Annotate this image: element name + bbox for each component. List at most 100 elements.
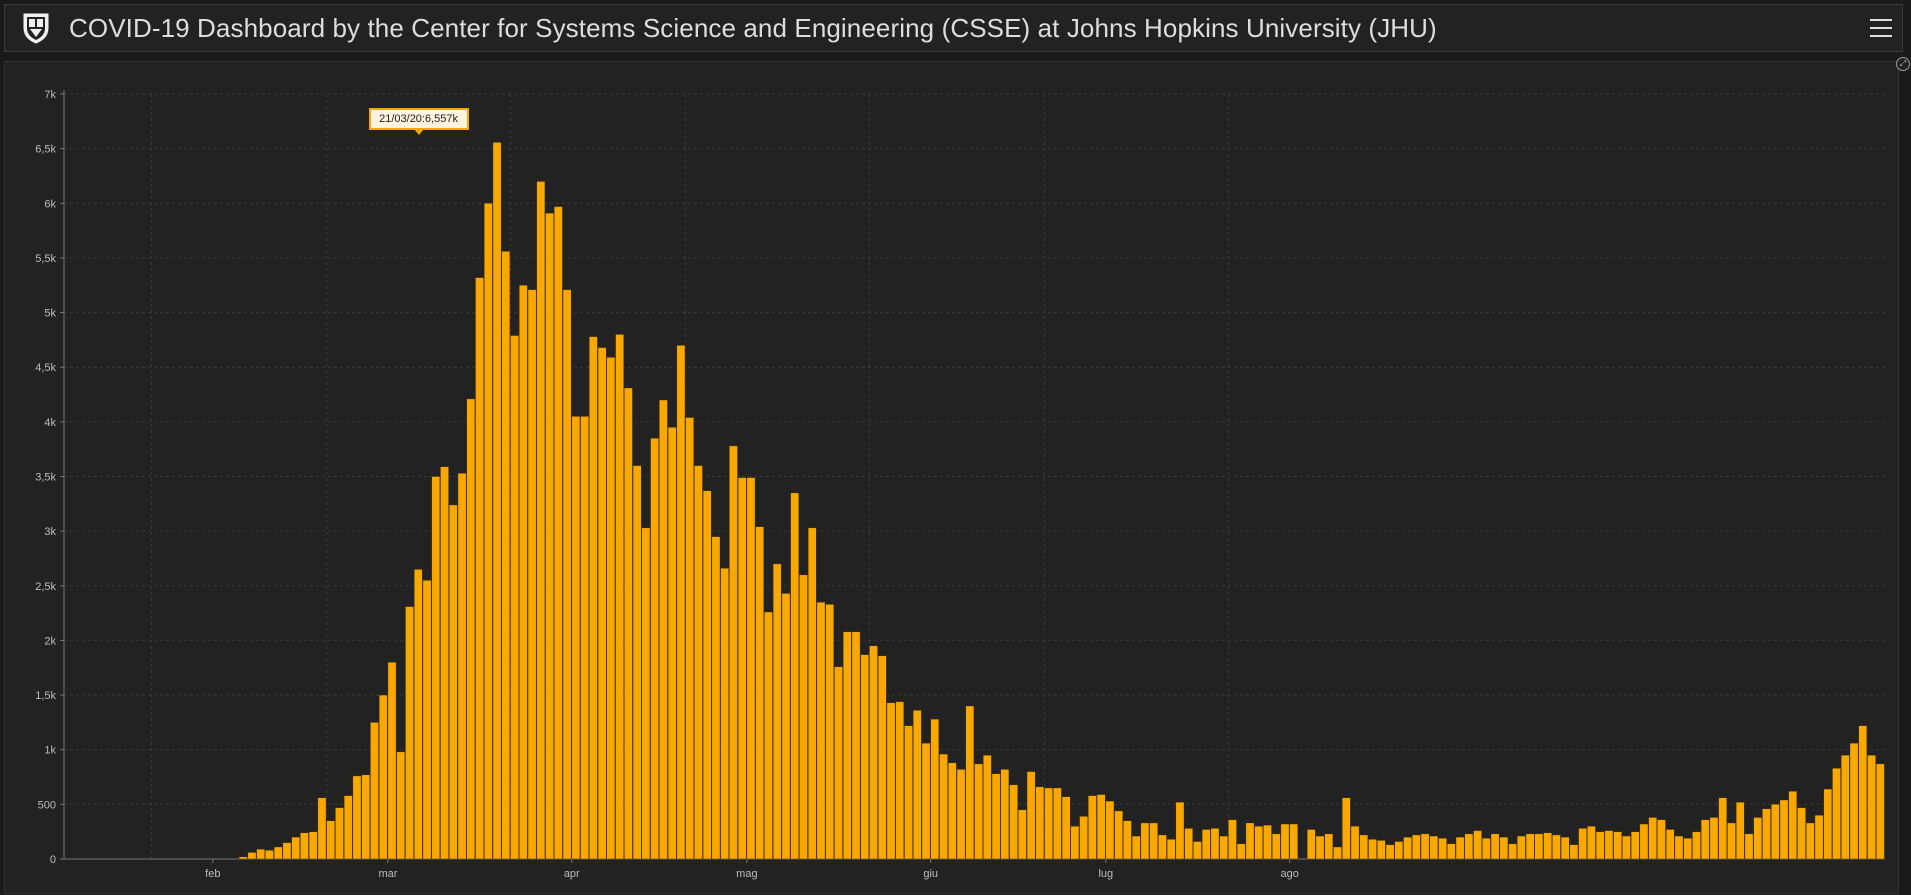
bar[interactable]	[1683, 838, 1692, 860]
bar[interactable]	[790, 492, 800, 860]
bar[interactable]	[1079, 816, 1088, 860]
bar[interactable]	[1639, 823, 1649, 860]
bar[interactable]	[1604, 830, 1614, 860]
bar[interactable]	[1657, 819, 1666, 860]
bar[interactable]	[1534, 833, 1544, 860]
bar[interactable]	[1543, 832, 1552, 860]
bar[interactable]	[685, 417, 694, 860]
bar[interactable]	[1718, 797, 1728, 860]
bar[interactable]	[886, 702, 896, 860]
bar[interactable]	[1490, 833, 1500, 860]
bar[interactable]	[1175, 801, 1185, 860]
bar[interactable]	[1587, 826, 1596, 860]
bar[interactable]	[1096, 794, 1106, 860]
bar[interactable]	[729, 445, 738, 860]
bar[interactable]	[1088, 795, 1097, 860]
bar[interactable]	[440, 466, 449, 860]
bar[interactable]	[1700, 819, 1710, 860]
bar[interactable]	[1228, 819, 1237, 860]
bar[interactable]	[1849, 742, 1859, 860]
hamburger-menu-icon[interactable]	[1870, 17, 1892, 39]
bar[interactable]	[1438, 838, 1447, 860]
bar[interactable]	[772, 563, 782, 860]
bar[interactable]	[1263, 824, 1272, 860]
expand-icon[interactable]: ⤢	[1896, 57, 1910, 71]
bar[interactable]	[1578, 828, 1587, 860]
bar[interactable]	[1560, 836, 1570, 860]
bar[interactable]	[676, 345, 686, 860]
bar[interactable]	[580, 416, 589, 860]
bar[interactable]	[352, 775, 362, 860]
bar[interactable]	[1166, 839, 1176, 860]
bar[interactable]	[869, 645, 878, 860]
bar[interactable]	[1482, 838, 1491, 860]
bar[interactable]	[948, 762, 957, 860]
bar[interactable]	[1648, 817, 1657, 860]
bar[interactable]	[659, 399, 668, 860]
bar[interactable]	[1315, 835, 1325, 860]
bar[interactable]	[1753, 817, 1763, 860]
bar[interactable]	[746, 477, 756, 860]
bar[interactable]	[825, 604, 835, 860]
bar[interactable]	[991, 773, 1001, 860]
bar[interactable]	[1333, 846, 1342, 860]
bar[interactable]	[1236, 843, 1246, 860]
bar[interactable]	[1797, 807, 1806, 860]
bar[interactable]	[1464, 833, 1474, 860]
bar[interactable]	[1271, 833, 1281, 860]
bar[interactable]	[1201, 829, 1211, 860]
bar[interactable]	[1858, 725, 1868, 860]
bar[interactable]	[475, 277, 484, 860]
bar[interactable]	[378, 694, 388, 860]
bar[interactable]	[1429, 835, 1439, 860]
bar[interactable]	[335, 807, 344, 860]
bar[interactable]	[1525, 833, 1535, 860]
bar[interactable]	[1289, 823, 1299, 860]
bar[interactable]	[396, 751, 406, 860]
bar[interactable]	[1403, 836, 1412, 860]
bar[interactable]	[405, 606, 414, 860]
bar[interactable]	[1665, 829, 1675, 860]
bar[interactable]	[1035, 786, 1045, 860]
bar[interactable]	[1499, 836, 1509, 860]
bar[interactable]	[291, 836, 300, 860]
bar[interactable]	[1613, 831, 1622, 860]
bar[interactable]	[1123, 820, 1132, 860]
bar[interactable]	[256, 848, 265, 860]
bar[interactable]	[492, 142, 502, 860]
bar[interactable]	[1385, 844, 1395, 860]
bar[interactable]	[878, 655, 887, 860]
bar[interactable]	[807, 527, 817, 860]
bar[interactable]	[1692, 831, 1701, 860]
bar[interactable]	[1254, 826, 1264, 860]
bar[interactable]	[1508, 843, 1517, 860]
bar[interactable]	[1832, 768, 1841, 860]
bar[interactable]	[1394, 841, 1404, 860]
bar[interactable]	[895, 701, 905, 860]
bar[interactable]	[1009, 784, 1018, 860]
bar[interactable]	[1044, 787, 1053, 860]
bar[interactable]	[720, 568, 729, 860]
bar[interactable]	[265, 850, 274, 860]
bar[interactable]	[484, 203, 493, 860]
bar[interactable]	[851, 631, 861, 860]
bar[interactable]	[1823, 788, 1833, 860]
bar[interactable]	[457, 473, 467, 860]
bar[interactable]	[343, 795, 353, 860]
bar[interactable]	[834, 666, 843, 860]
bar[interactable]	[1140, 822, 1150, 860]
bar[interactable]	[1569, 844, 1579, 860]
bar[interactable]	[956, 769, 966, 860]
bar[interactable]	[1744, 833, 1754, 860]
bar[interactable]	[1473, 830, 1482, 860]
bar[interactable]	[1420, 833, 1430, 860]
bar[interactable]	[615, 334, 624, 860]
bar[interactable]	[694, 465, 703, 860]
bar[interactable]	[431, 476, 441, 860]
bar[interactable]	[667, 427, 677, 860]
bar[interactable]	[545, 212, 554, 860]
bar[interactable]	[1788, 791, 1798, 860]
bar[interactable]	[422, 580, 432, 860]
bar[interactable]	[317, 797, 327, 860]
bar[interactable]	[641, 527, 651, 860]
